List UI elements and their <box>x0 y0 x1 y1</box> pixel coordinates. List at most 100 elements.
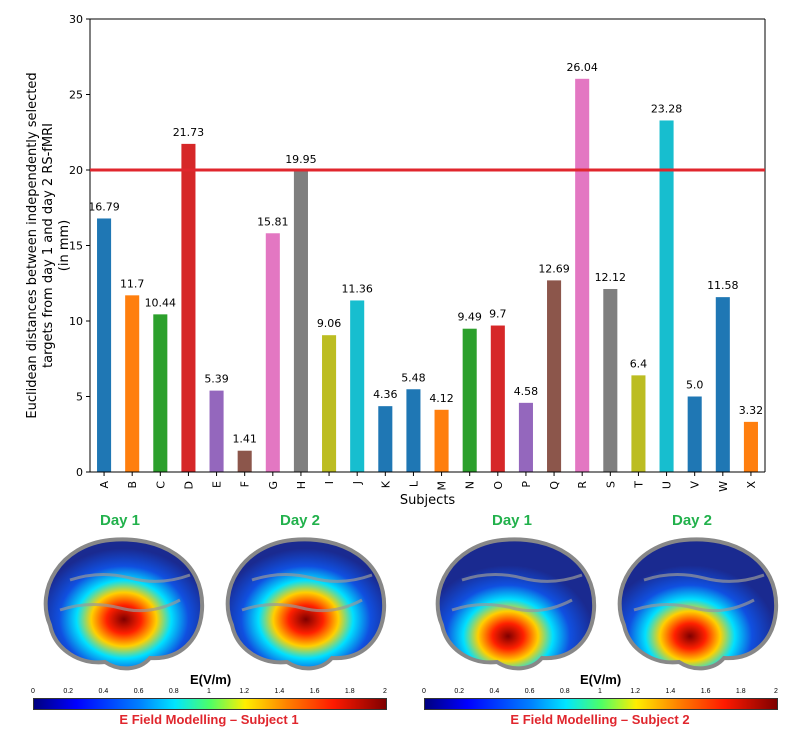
panel1-colorbar <box>33 698 387 710</box>
value-label-W: 11.58 <box>707 279 739 292</box>
colorbar-tick-label: 1.8 <box>344 688 355 695</box>
brain-image-s2-day2 <box>617 537 779 671</box>
value-label-O: 9.7 <box>489 308 507 321</box>
bar-T <box>631 375 646 472</box>
colorbar-tick-label: 1.2 <box>239 688 250 695</box>
value-label-V: 5.0 <box>686 379 704 392</box>
value-label-L: 5.48 <box>401 371 426 384</box>
panel1-day1-label: Day 1 <box>99 512 141 529</box>
x-tick-label-D: D <box>182 481 195 489</box>
value-label-Q: 12.69 <box>538 262 570 275</box>
colorbar-tick-label: 0.8 <box>168 688 179 695</box>
brain-image-s1-day2 <box>225 537 387 671</box>
value-label-P: 4.58 <box>514 385 539 398</box>
bar-A <box>97 218 112 472</box>
value-label-S: 12.12 <box>595 271 627 284</box>
bar-V <box>687 396 702 472</box>
bar-X <box>743 421 758 472</box>
value-label-D: 21.73 <box>173 126 205 139</box>
y-tick-label: 25 <box>69 89 83 102</box>
panel1-colorbar-title: E(V/m) <box>190 672 232 687</box>
panel2-colorbar-title: E(V/m) <box>580 672 622 687</box>
x-tick-label-S: S <box>604 481 617 488</box>
y-ticks-group: 0 5 10 15 20 25 30 <box>69 13 90 479</box>
bar-W <box>715 297 730 472</box>
value-label-B: 11.7 <box>120 277 145 290</box>
y-tick-label: 0 <box>76 466 83 479</box>
y-axis-label-line: targets from day 1 and day 2 RS-fMRI <box>41 123 56 368</box>
value-label-A: 16.79 <box>88 200 120 213</box>
y-tick-label: 5 <box>76 391 83 404</box>
x-tick-label-H: H <box>295 481 308 489</box>
y-axis-label-line: (in mm) <box>57 220 72 271</box>
panel1-day2-label: Day 2 <box>279 512 321 529</box>
x-tick-label-N: N <box>464 481 477 489</box>
x-tick-label-A: A <box>98 481 111 489</box>
y-axis-label: Euclidean distances between independentl… <box>25 72 72 418</box>
bar-D <box>181 143 196 472</box>
panel2-colorbar <box>424 698 778 710</box>
y-tick-label: 15 <box>69 240 83 253</box>
bar-M <box>434 409 449 472</box>
value-labels-group: 16.79 11.710.44 21.73 5.39 1.41 15.81 19.95 9.0… <box>88 61 763 446</box>
panel1-colorbar-ticks: 0 0.2 0.4 0.6 0.8 1 1.2 1.4 1.6 1.8 2 <box>31 688 387 697</box>
value-label-C: 10.44 <box>145 296 177 309</box>
colorbar-tick-label: 1 <box>207 688 211 695</box>
colorbar-tick-label: 2 <box>774 688 778 695</box>
bar-Q <box>547 280 562 472</box>
bar-S <box>603 288 618 472</box>
panel2-day2-label: Day 2 <box>671 512 713 529</box>
x-axis-label: Subjects <box>400 493 456 508</box>
x-tick-label-V: V <box>689 481 702 489</box>
x-tick-label-X: X <box>745 481 758 489</box>
x-tick-label-C: C <box>154 481 167 489</box>
colorbar-tick-label: 1.6 <box>309 688 320 695</box>
colorbar-tick-label: 1 <box>598 688 602 695</box>
bar-chart: 16.79 11.710.44 21.73 5.39 1.41 15.81 19.95 9.0… <box>25 13 766 508</box>
value-label-I: 9.06 <box>317 317 342 330</box>
value-label-J: 11.36 <box>341 282 373 295</box>
value-label-E: 5.39 <box>204 373 229 386</box>
value-label-X: 3.32 <box>739 404 764 417</box>
bar-N <box>462 328 477 472</box>
bar-U <box>659 120 674 473</box>
colorbar-tick-label: 0 <box>31 688 35 695</box>
x-tick-label-U: U <box>661 481 674 489</box>
bar-G <box>265 233 280 472</box>
bar-K <box>378 406 393 472</box>
brain-image-s2-day1 <box>435 537 597 671</box>
colorbar-tick-label: 2 <box>383 688 387 695</box>
value-label-H: 19.95 <box>285 153 317 166</box>
panel1-caption: E Field Modelling – Subject 1 <box>119 712 299 727</box>
colorbar-tick-label: 1.2 <box>630 688 641 695</box>
bar-F <box>237 450 252 472</box>
bar-P <box>518 402 533 472</box>
x-ticks-group: A B C D E F G H I J K L M N O P Q R S T U V W X <box>98 472 758 492</box>
colorbar-tick-label: 1.8 <box>735 688 746 695</box>
x-tick-label-F: F <box>239 481 252 487</box>
colorbar-tick-label: 0 <box>422 688 426 695</box>
value-label-F: 1.41 <box>232 433 257 446</box>
panel2-day1-label: Day 1 <box>491 512 533 529</box>
colorbar-tick-label: 0.8 <box>559 688 570 695</box>
bar-O <box>490 325 505 472</box>
colorbar-tick-label: 0.4 <box>489 688 500 695</box>
x-tick-label-W: W <box>717 481 730 492</box>
x-tick-label-M: M <box>436 481 449 491</box>
x-tick-label-B: B <box>126 481 139 489</box>
panel2-caption: E Field Modelling – Subject 2 <box>510 712 690 727</box>
colorbar-tick-label: 1.4 <box>274 688 285 695</box>
value-label-M: 4.12 <box>429 392 454 405</box>
y-axis-label-line: Euclidean distances between independentl… <box>25 72 40 418</box>
value-label-R: 26.04 <box>566 61 598 74</box>
panel2-colorbar-ticks: 0 0.2 0.4 0.6 0.8 1 1.2 1.4 1.6 1.8 2 <box>422 688 778 697</box>
x-tick-label-P: P <box>520 481 533 488</box>
bar-I <box>322 335 337 472</box>
colorbar-tick-label: 0.6 <box>133 688 144 695</box>
bar-E <box>209 390 224 472</box>
value-label-T: 6.4 <box>630 357 648 370</box>
y-tick-label: 20 <box>69 164 83 177</box>
colorbar-tick-label: 0.6 <box>524 688 535 695</box>
x-tick-label-E: E <box>211 481 224 488</box>
x-tick-label-R: R <box>576 481 589 489</box>
